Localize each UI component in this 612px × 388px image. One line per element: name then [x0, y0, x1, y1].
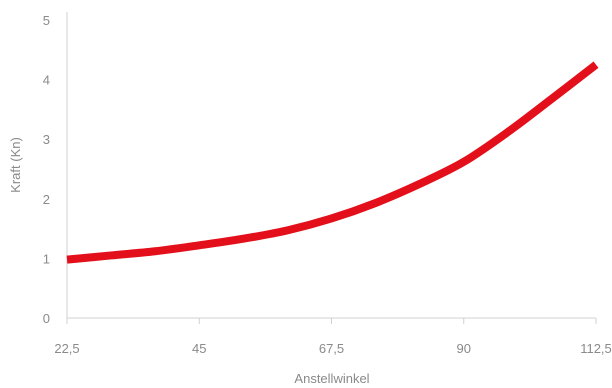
- series-line-0: [66, 61, 599, 264]
- x-tick-label: 45: [192, 341, 206, 356]
- x-tick-label: 67,5: [319, 341, 344, 356]
- y-tick-label: 2: [43, 192, 50, 207]
- x-axis-title: Anstellwinkel: [294, 371, 369, 386]
- y-tick-label: 1: [43, 251, 50, 266]
- y-axis-ticks: 0 1 2 3 4 5: [43, 13, 50, 326]
- x-tick-label: 22,5: [54, 341, 79, 356]
- x-tick-label: 112,5: [580, 341, 612, 356]
- series-layer: [66, 61, 599, 264]
- y-tick-label: 4: [43, 73, 50, 88]
- x-tick-label: 90: [457, 341, 471, 356]
- y-tick-label: 5: [43, 13, 50, 28]
- y-tick-label: 3: [43, 132, 50, 147]
- x-axis-ticks: 22,5 45 67,5 90 112,5: [54, 318, 612, 356]
- y-axis-title: Kraft (Kn): [8, 137, 23, 193]
- y-tick-label: 0: [43, 311, 50, 326]
